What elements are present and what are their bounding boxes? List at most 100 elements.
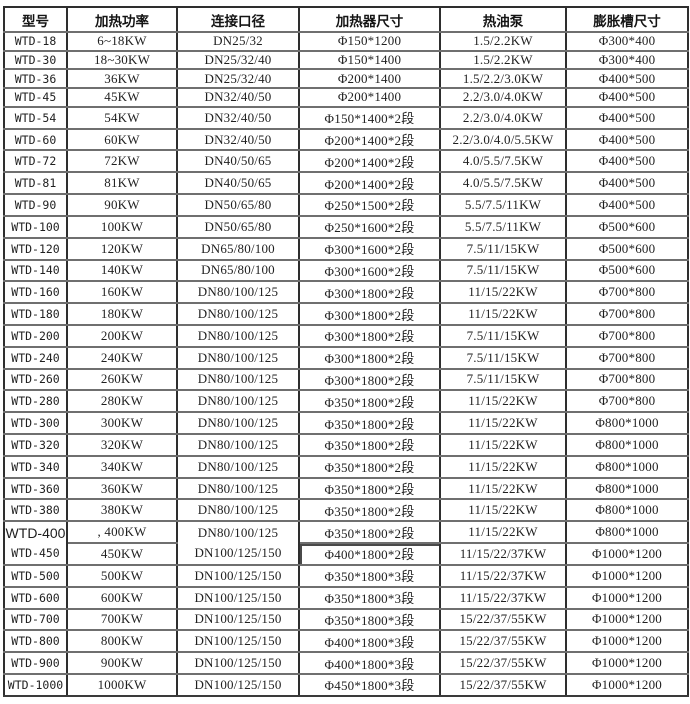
table-cell: Φ800*1000 [565,454,689,479]
table-cell: WTD-100 [3,214,68,239]
table-cell: WTD-500 [3,563,68,588]
table-cell: DN25/32/40 [176,68,300,90]
table-cell: DN40/50/65 [176,149,300,174]
table-cell: Φ800*1000 [565,433,689,457]
table-row: WTD-30 18~30KW DN25/32/40 Φ150*1400 1.5/2.2K… [3,49,689,71]
table-cell: WTD-320 [3,433,68,457]
table-cell: DN100/125/150 [176,542,300,566]
table-cell: DN80/100/125 [176,389,300,414]
table-cell: Φ350*1800*2段 [298,454,441,479]
table-cell: Φ700*800 [565,323,689,348]
table-row: WTD-340 340KW DN80/100/125 Φ350*1800*2段 11/1… [3,454,689,479]
table-cell: Φ1000*1200 [565,607,689,632]
spec-table: 型号 加热功率 连接口径 加热器尺寸 热油泵 膨胀槽尺寸 WTD-18 6~18KW DN25… [3,6,689,698]
table-row: WTD-140 140KW DN65/80/100 Φ300*1600*2段 7.5/1… [3,258,689,283]
table-cell: Φ700*800 [565,280,689,305]
table-cell: Φ200*1400 [298,68,441,90]
table-cell: 11/15/22KW [439,520,567,545]
table-cell: 120KW [66,236,178,261]
table-cell: Φ1000*1200 [565,585,689,610]
table-cell: Φ1000*1200 [565,651,689,675]
table-cell: Φ300*1800*2段 [298,280,441,305]
table-cell: WTD-18 [3,31,68,52]
table-cell: Φ700*800 [565,367,689,392]
table-row: WTD-380 380KW DN80/100/125 Φ350*1800*2段 11/1… [3,498,689,523]
table-cell: 7.5/11/15KW [439,323,567,348]
table-cell: 4.0/5.5/7.5KW [439,171,567,196]
table-cell: 260KW [66,367,178,392]
table-cell: 320KW [66,433,178,457]
table-cell: WTD-260 [3,367,68,392]
table-cell: WTD-340 [3,454,68,479]
table-cell: 7.5/11/15KW [439,345,567,370]
table-cell: Φ150*1400 [298,49,441,71]
table-row: WTD-400, 400KW DN80/100/125 Φ350*1800*2段 11… [3,520,689,545]
table-cell: WTD-81 [3,171,68,196]
table-cell: WTD-400 [3,520,68,544]
table-header: 型号 加热功率 连接口径 加热器尺寸 热油泵 膨胀槽尺寸 [3,6,689,33]
column-header: 型号 [3,6,68,33]
table-cell: WTD-45 [3,87,68,108]
table-cell: Φ300*400 [565,49,689,71]
table-cell: 15/22/37/55KW [439,672,567,698]
table-cell: Φ400*500 [565,149,689,174]
table-cell: 2.2/3.0/4.0/5.5KW [439,127,567,152]
table-cell: 81KW [66,171,178,196]
table-cell: Φ350*1800*3段 [298,563,441,588]
table-cell: DN32/40/50 [176,105,300,130]
table-cell: 300KW [66,411,178,435]
table-row: WTD-500 500KW DN100/125/150 Φ350*1800*3段 11/… [3,563,689,588]
table-cell: WTD-160 [3,280,68,305]
table-row: WTD-120 120KW DN65/80/100 Φ300*1600*2段 7.5/1… [3,236,689,261]
table-cell: 1.5/2.2KW [439,31,567,52]
table-cell: 1.5/2.2/3.0KW [439,68,567,90]
table-cell: 45KW [66,87,178,108]
table-cell: DN40/50/65 [176,171,300,196]
table-cell: Φ700*800 [565,389,689,414]
table-cell: Φ350*1800*2段 [298,476,441,501]
table-row: WTD-160 160KW DN80/100/125 Φ300*1800*2段 11/1… [3,280,689,305]
table-cell: WTD-120 [3,236,68,261]
table-cell: 18~30KW [66,49,178,71]
table-cell: 1.5/2.2KW [439,49,567,71]
table-cell: DN100/125/150 [176,563,300,588]
table-cell: 11/15/22KW [439,433,567,457]
table-cell: Φ800*1000 [565,476,689,501]
table-cell: WTD-60 [3,127,68,152]
table-cell: Φ350*1800*2段 [298,520,441,545]
table-cell: DN25/32/40 [176,49,300,71]
table-cell: Φ700*800 [565,302,689,326]
table-cell: DN100/125/150 [176,672,300,698]
table-cell: Φ350*1800*2段 [298,433,441,457]
table-row: WTD-1000 1000KW DN100/125/150 Φ450*1800*3段 1… [3,672,689,698]
table-cell: Φ1000*1200 [565,563,689,588]
table-row: WTD-100 100KW DN50/65/80 Φ250*1600*2段 5.5/7.… [3,214,689,239]
table-cell: 160KW [66,280,178,305]
table-cell: Φ400*1800*3段 [298,629,441,654]
table-cell: 340KW [66,454,178,479]
table-cell: Φ400*500 [565,68,689,90]
table-cell: DN80/100/125 [176,520,300,544]
table-cell: Φ300*1800*2段 [298,302,441,326]
table-cell: DN65/80/100 [176,236,300,261]
table-cell: 100KW [66,214,178,239]
table-cell: Φ700*800 [565,345,689,370]
table-cell: Φ350*1800*2段 [298,411,441,435]
table-cell: Φ400*500 [565,193,689,217]
table-cell: 11/15/22KW [439,411,567,435]
table-cell: WTD-180 [3,302,68,326]
table-cell: Φ500*600 [565,214,689,239]
table-cell: Φ150*1400*2段 [298,105,441,130]
table-cell: 72KW [66,149,178,174]
table-cell: 15/22/37/55KW [439,629,567,654]
table-cell: DN80/100/125 [176,433,300,457]
table-row: WTD-54 54KW DN32/40/50 Φ150*1400*2段 2.2/3.0/… [3,105,689,130]
table-cell: Φ400*500 [565,105,689,130]
table-row: WTD-320 320KW DN80/100/125 Φ350*1800*2段 11/1… [3,433,689,457]
table-cell: 140KW [66,258,178,283]
table-cell: WTD-200 [3,323,68,348]
table-row: WTD-45 45KW DN32/40/50 Φ200*1400 2.2/3.0/4.0… [3,87,689,108]
table-cell: Φ350*1800*3段 [298,585,441,610]
table-cell: DN80/100/125 [176,411,300,435]
table-cell: Φ400*500 [565,87,689,108]
